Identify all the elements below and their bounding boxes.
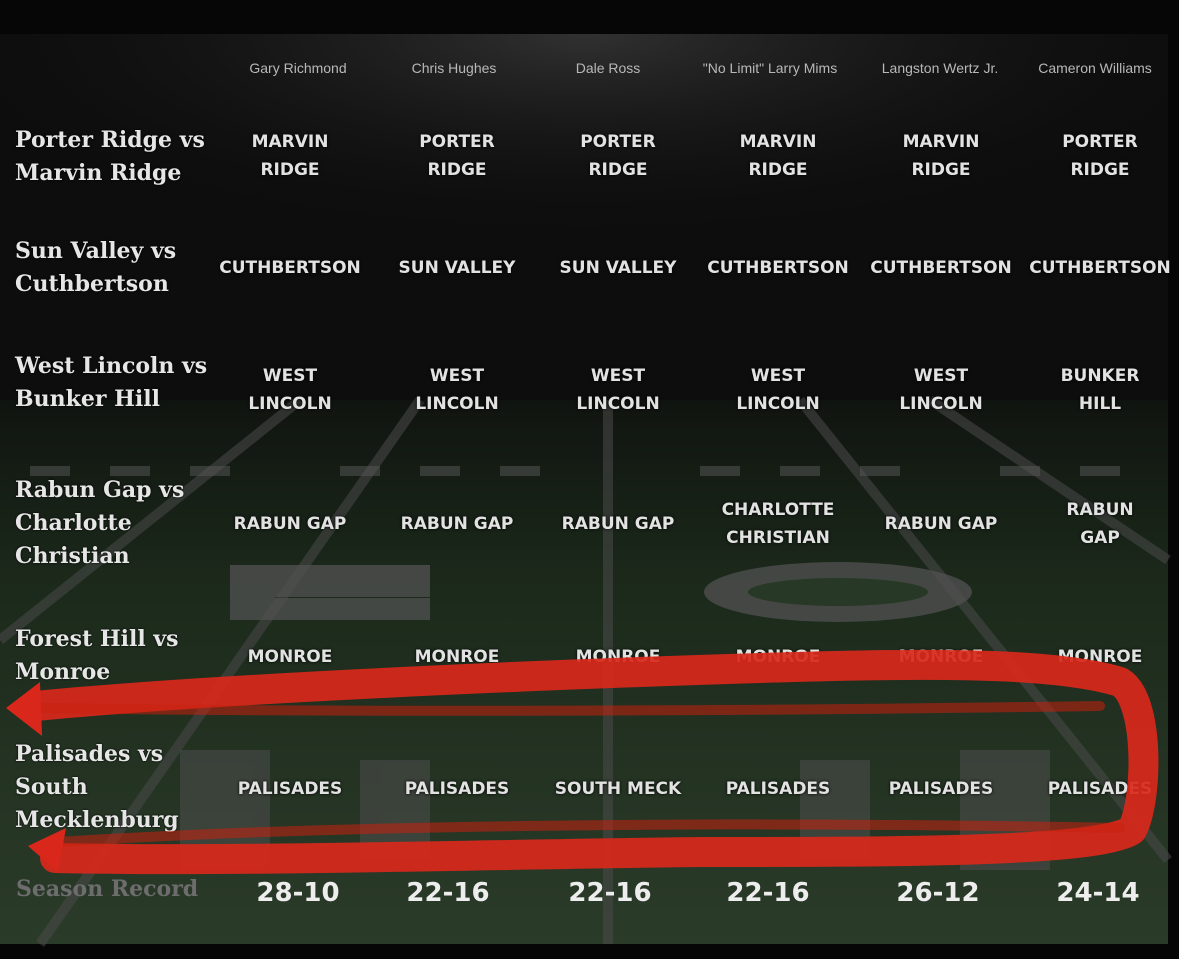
pick-cell: SUN VALLEY: [398, 258, 516, 278]
pick-cell: MONROE: [414, 647, 500, 667]
season-record-value: 22-16: [406, 878, 490, 908]
pick-cell: BUNKER HILL: [1060, 366, 1140, 414]
pick-cell: PORTER RIDGE: [580, 132, 656, 180]
pick-cell: RABUN GAP: [233, 514, 347, 534]
season-record-value: 22-16: [568, 878, 652, 908]
game-matchup: Palisades vs South Mecklenburg: [15, 741, 179, 833]
season-record-value: 26-12: [896, 878, 980, 908]
game-matchup: West Lincoln vs Bunker Hill: [15, 353, 208, 412]
game-matchup: Rabun Gap vs Charlotte Christian: [15, 477, 185, 569]
panelist-name: "No Limit" Larry Mims: [702, 60, 838, 76]
pick-cell: PALISADES: [725, 779, 831, 799]
pick-cell: PORTER RIDGE: [1062, 132, 1138, 180]
pick-cell: MONROE: [735, 647, 821, 667]
game-matchup: Forest Hill vs Monroe: [15, 626, 179, 685]
panelist-name: Langston Wertz Jr.: [881, 60, 999, 76]
pick-cell: PALISADES: [404, 779, 510, 799]
pick-cell: WEST LINCOLN: [899, 366, 983, 414]
pick-cell: CUTHBERTSON: [870, 258, 1012, 278]
panelist-name: Gary Richmond: [249, 60, 347, 76]
pick-cell: CUTHBERTSON: [219, 258, 361, 278]
pick-cell: RABUN GAP: [561, 514, 675, 534]
pick-cell: MONROE: [898, 647, 984, 667]
pick-cell: MARVIN RIDGE: [902, 132, 980, 180]
pick-cell: PALISADES: [1047, 779, 1153, 799]
pick-cell: WEST LINCOLN: [576, 366, 660, 414]
pick-cell: WEST LINCOLN: [415, 366, 499, 414]
pick-cell: MONROE: [247, 647, 333, 667]
pick-cell: RABUN GAP: [400, 514, 514, 534]
pick-cell: CUTHBERTSON: [1029, 258, 1171, 278]
game-matchup: Porter Ridge vs Marvin Ridge: [15, 127, 205, 186]
pick-cell: MONROE: [575, 647, 661, 667]
season-record-value: 22-16: [726, 878, 810, 908]
pick-cell: CHARLOTTE CHRISTIAN: [721, 500, 835, 548]
pick-cell: CUTHBERTSON: [707, 258, 849, 278]
pick-cell: RABUN GAP: [884, 514, 998, 534]
panelist-name: Chris Hughes: [411, 60, 497, 76]
pick-cell: WEST LINCOLN: [736, 366, 820, 414]
panelist-name: Dale Ross: [575, 60, 641, 76]
pick-cell: RABUN GAP: [1066, 500, 1134, 548]
pick-cell: PALISADES: [237, 779, 343, 799]
pick-cell: MARVIN RIDGE: [739, 132, 817, 180]
game-matchup: Sun Valley vs Cuthbertson: [15, 238, 177, 297]
pick-cell: MARVIN RIDGE: [251, 132, 329, 180]
pick-cell: SUN VALLEY: [559, 258, 677, 278]
pick-cell: SOUTH MECK: [554, 779, 682, 799]
season-record-value: 24-14: [1056, 878, 1140, 908]
season-record-label: Season Record: [16, 876, 199, 902]
pick-cell: PALISADES: [888, 779, 994, 799]
panelist-name: Cameron Williams: [1038, 60, 1152, 76]
pick-cell: WEST LINCOLN: [248, 366, 332, 414]
pick-cell: PORTER RIDGE: [419, 132, 495, 180]
pick-cell: MONROE: [1057, 647, 1143, 667]
season-record-value: 28-10: [256, 878, 340, 908]
